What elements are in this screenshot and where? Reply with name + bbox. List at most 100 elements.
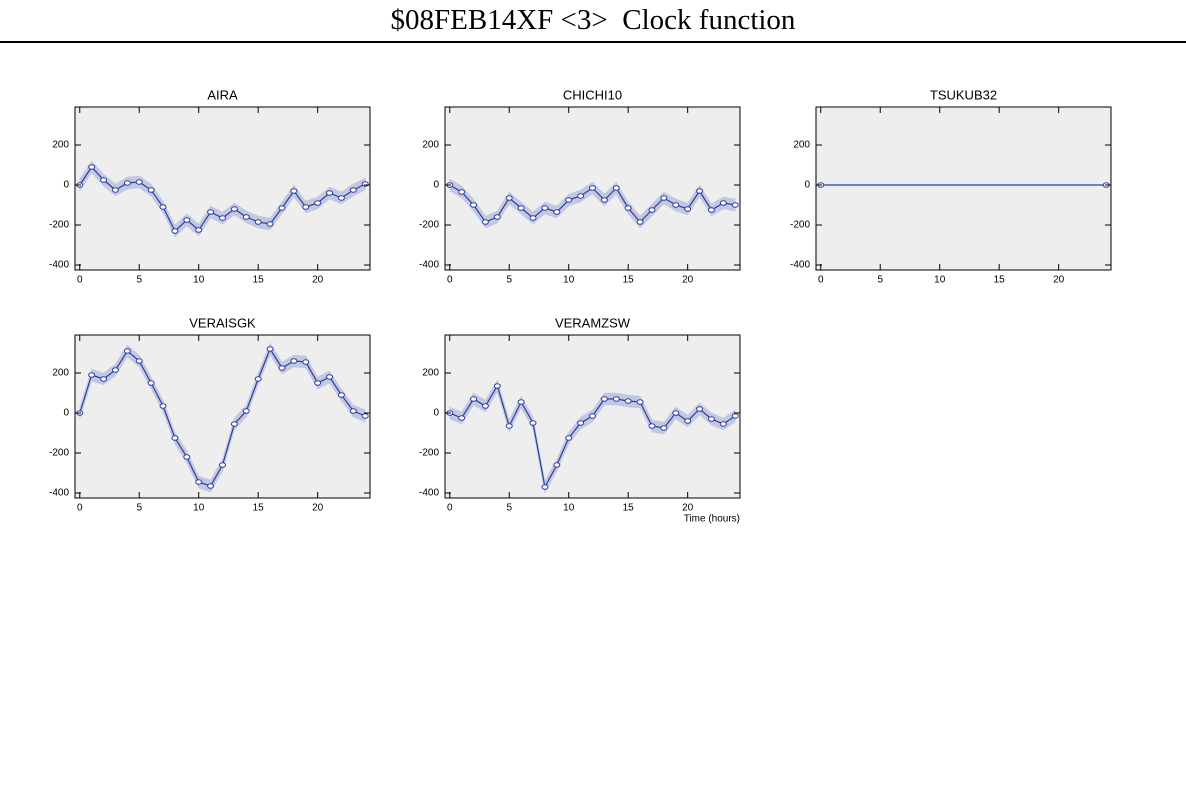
point-marker [326,374,334,380]
x-tick-label: 5 [136,503,142,514]
y-tick-label: 200 [52,140,69,151]
point-marker [111,187,119,193]
x-tick-label: 5 [136,275,142,286]
point-marker [529,420,537,426]
panel: TSUKUB32 -400 -200 0 200 0 5 10 15 20 [790,87,1112,286]
point-marker [505,195,513,201]
point-marker [242,214,250,220]
point-marker [505,423,513,429]
y-tick-label: -200 [419,220,439,231]
x-tick-label: 10 [934,275,946,286]
plot-frame [444,334,741,499]
point-marker [589,413,596,419]
point-marker [577,193,585,199]
point-marker [731,202,739,208]
title-rule [0,41,1186,43]
x-tick-label: 5 [506,503,512,514]
panel-title: CHICHI10 [563,87,622,102]
point-marker [254,219,262,225]
point-marker [290,358,298,364]
point-marker [684,418,692,424]
point-marker [565,435,573,441]
panel: CHICHI10 -400 -200 0 200 0 5 10 15 20 [419,87,741,286]
point-marker [624,205,632,211]
point-marker [290,188,298,194]
x-tick-label: 0 [818,275,824,286]
x-tick-label: 0 [447,503,453,514]
point-marker [123,180,131,186]
x-tick-label: 15 [253,503,265,514]
x-tick-label: 5 [877,275,883,286]
point-marker [600,197,608,203]
point-marker [183,217,191,223]
point-marker [672,410,680,416]
point-marker [361,413,369,419]
point-marker [123,348,131,354]
point-marker [696,406,704,412]
point-marker [88,164,96,170]
point-marker [541,484,549,490]
point-marker [254,376,262,382]
point-marker [636,399,644,405]
point-marker [230,206,238,212]
x-tick-label: 20 [312,503,324,514]
point-marker [458,415,466,421]
x-tick-label: 15 [623,503,635,514]
panel-title: AIRA [207,87,238,102]
y-tick-label: -400 [419,488,439,499]
x-tick-label: 0 [77,503,83,514]
point-marker [458,189,466,195]
point-marker [242,408,250,414]
x-tick-label: 5 [506,275,512,286]
point-marker [337,392,345,398]
y-tick-label: 200 [422,368,439,379]
plot-frame [815,106,1112,271]
point-marker [278,365,286,371]
x-tick-label: 15 [623,275,635,286]
point-marker [707,416,715,422]
point-marker [517,399,525,405]
y-tick-label: -200 [49,220,69,231]
point-marker [195,227,203,233]
point-marker [684,206,692,212]
y-tick-label: 0 [433,180,439,191]
point-marker [207,483,215,489]
point-marker [696,188,704,194]
point-marker [470,202,478,208]
point-marker [481,219,489,225]
point-marker [361,181,369,187]
point-marker [337,195,345,201]
y-tick-label: -400 [49,260,69,271]
y-tick-label: -400 [790,260,810,271]
point-marker [88,372,96,378]
point-marker [719,200,727,206]
panel-title: VERAMZSW [555,315,631,330]
point-marker [589,185,596,191]
plot-area [816,107,1111,270]
point-marker [612,185,620,191]
point-marker [470,396,478,402]
point-marker [648,423,656,429]
x-tick-label: 20 [312,275,324,286]
point-marker [159,204,167,210]
y-tick-label: -400 [419,260,439,271]
panel-title: TSUKUB32 [930,87,997,102]
point-marker [553,209,561,215]
point-marker [266,346,274,352]
y-tick-label: -200 [419,448,439,459]
point-marker [660,425,668,431]
point-marker [719,421,727,427]
x-tick-label: 10 [563,503,575,514]
x-tick-label: 20 [682,503,694,514]
y-tick-label: -400 [49,488,69,499]
point-marker [636,219,644,225]
point-marker [493,383,501,389]
y-tick-label: -200 [49,448,69,459]
plot-frame [74,334,371,499]
point-marker [648,207,656,213]
page-title: $08FEB14XF <3> Clock function [390,4,796,36]
point-marker [326,190,334,196]
point-marker [195,479,203,485]
point-marker [147,380,155,386]
